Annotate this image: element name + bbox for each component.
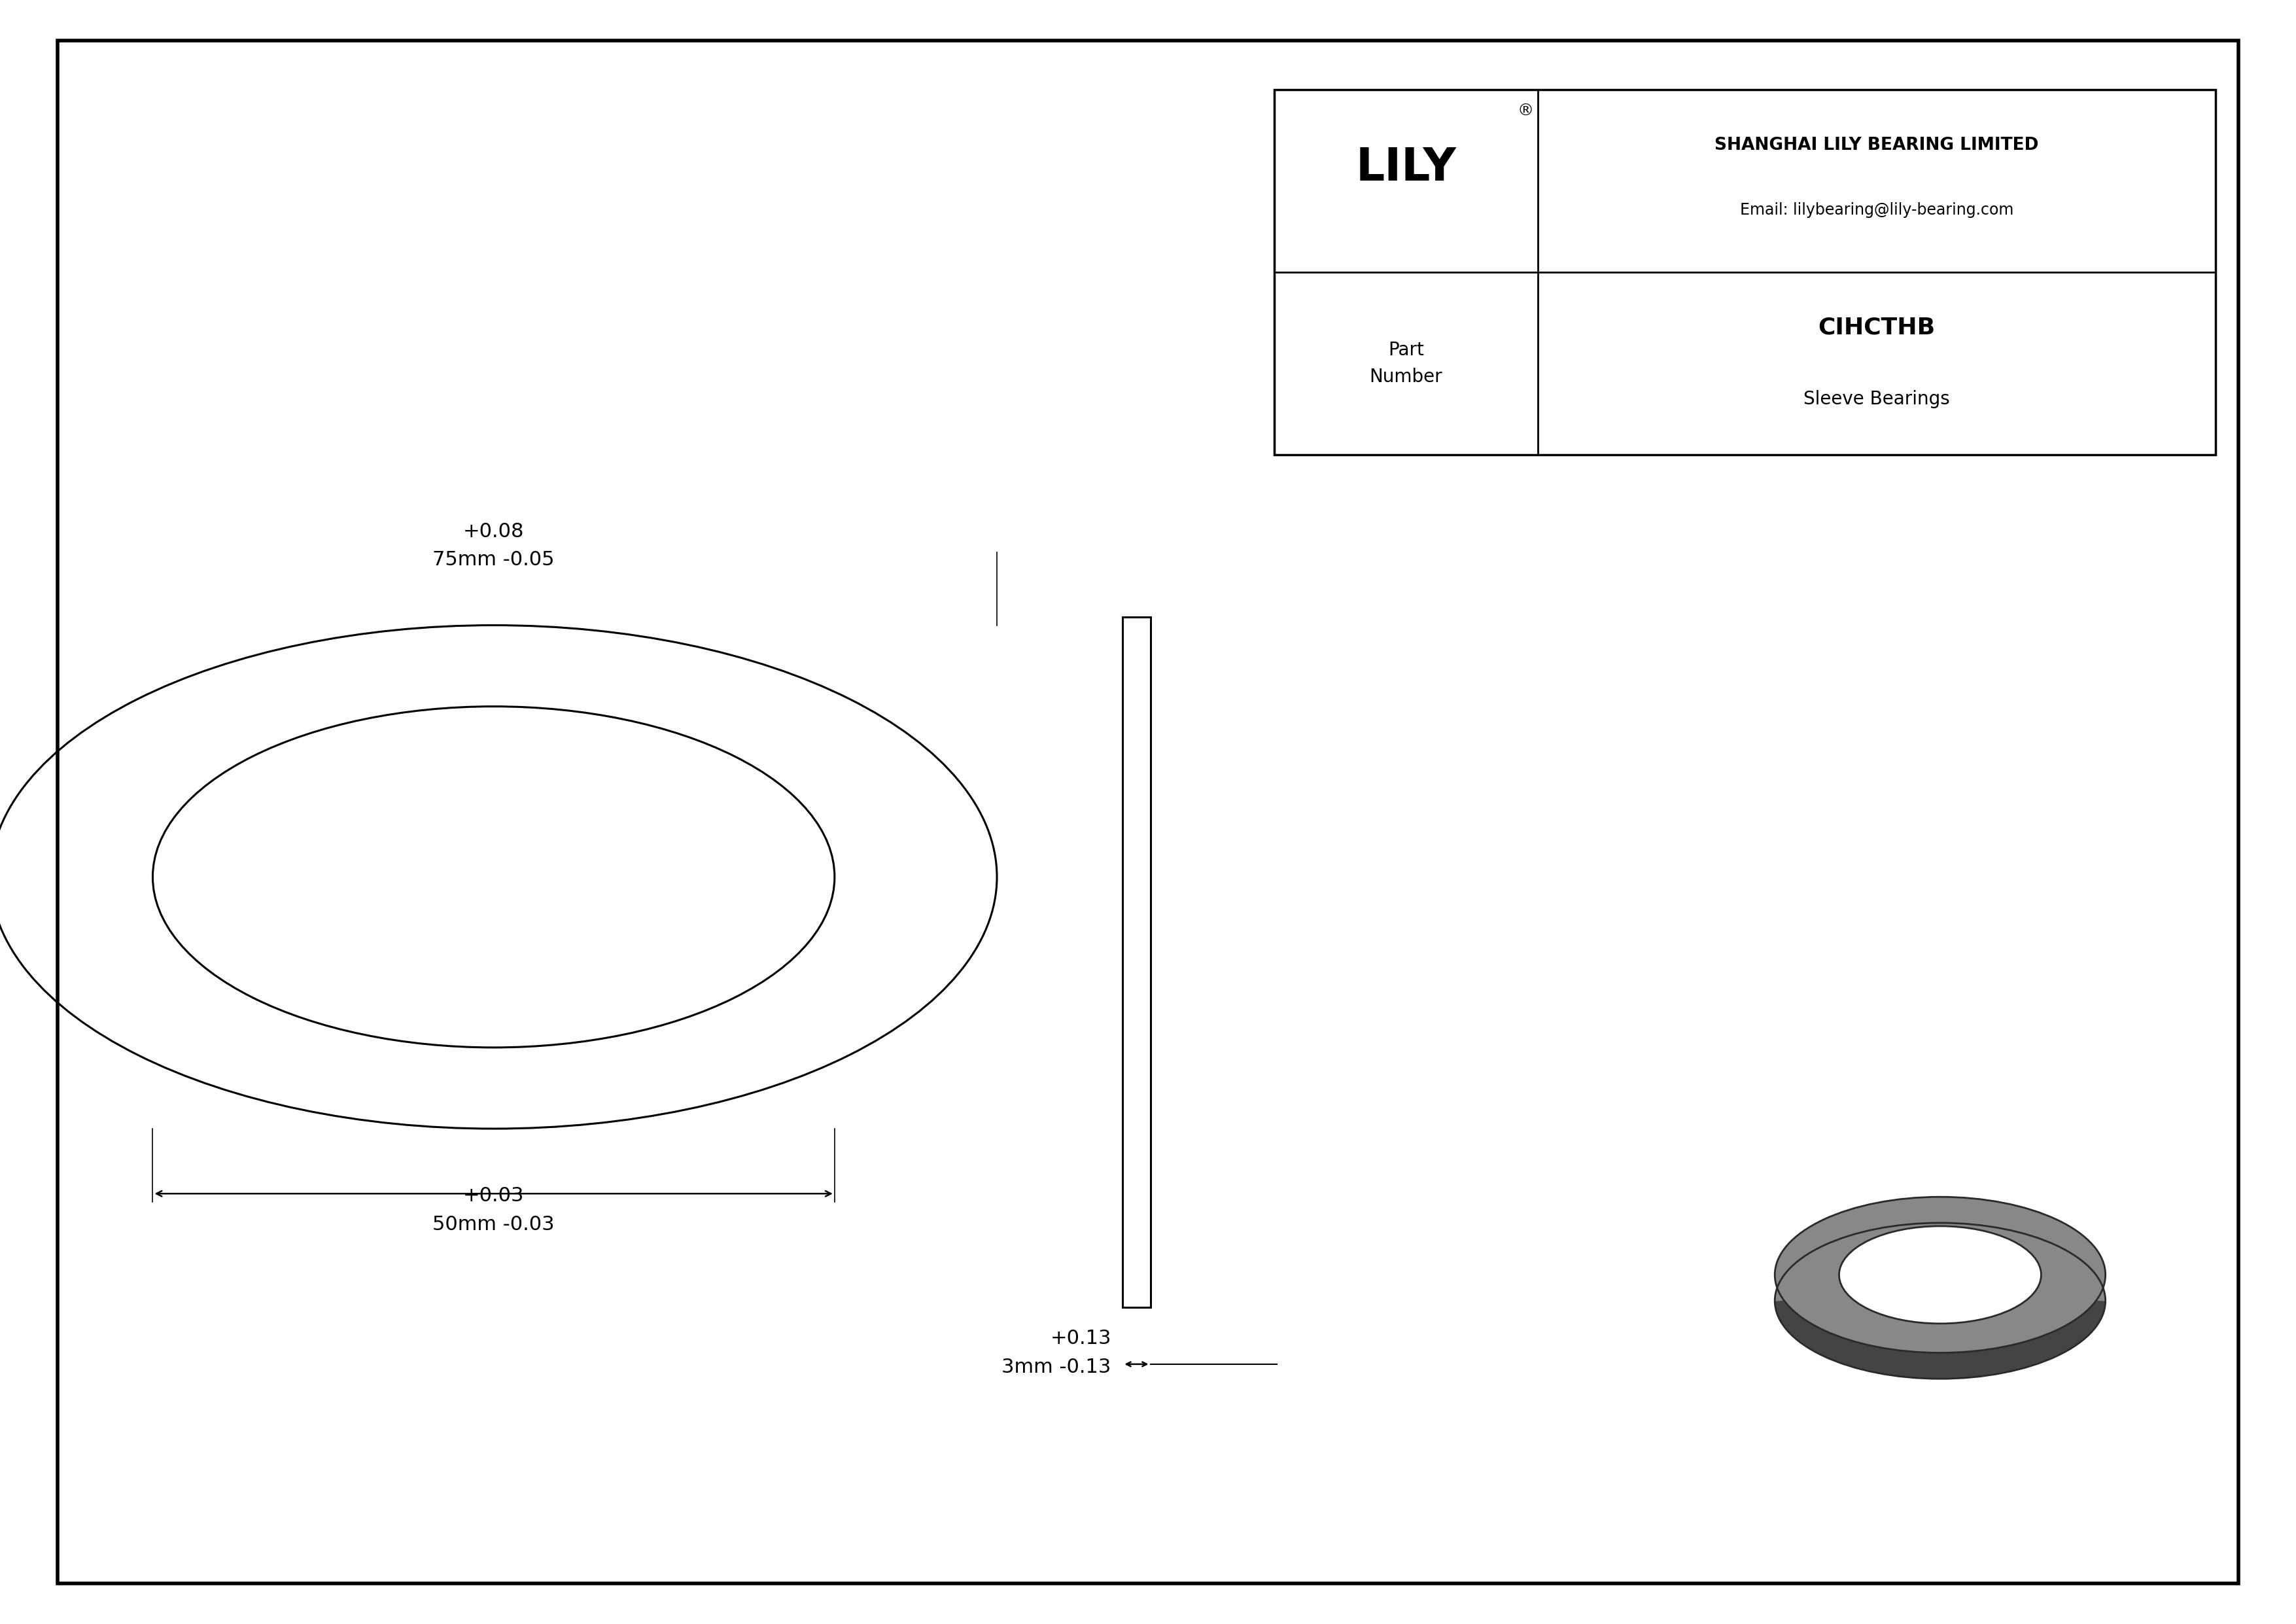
Ellipse shape — [1839, 1226, 2041, 1324]
Ellipse shape — [1775, 1197, 2105, 1353]
Text: ®: ® — [1518, 102, 1534, 119]
Text: 3mm -0.13: 3mm -0.13 — [1001, 1358, 1111, 1377]
Text: Email: lilybearing@lily-bearing.com: Email: lilybearing@lily-bearing.com — [1740, 201, 2014, 218]
Text: SHANGHAI LILY BEARING LIMITED: SHANGHAI LILY BEARING LIMITED — [1715, 136, 2039, 153]
Ellipse shape — [1839, 1252, 2041, 1350]
Text: 75mm -0.05: 75mm -0.05 — [432, 551, 556, 570]
Text: CIHCTHB: CIHCTHB — [1818, 317, 1936, 339]
Text: 50mm -0.03: 50mm -0.03 — [432, 1215, 556, 1234]
Text: LILY: LILY — [1355, 146, 1456, 190]
Text: +0.13: +0.13 — [1049, 1328, 1111, 1348]
Ellipse shape — [1775, 1223, 2105, 1379]
Text: Part
Number: Part Number — [1368, 341, 1442, 387]
Polygon shape — [1775, 1223, 2105, 1353]
Bar — [1274, 89, 2216, 455]
Bar — [1123, 617, 1150, 1307]
Text: +0.03: +0.03 — [464, 1186, 523, 1205]
Text: Sleeve Bearings: Sleeve Bearings — [1805, 390, 1949, 408]
Bar — [1274, 89, 2216, 455]
Text: +0.08: +0.08 — [464, 521, 523, 541]
